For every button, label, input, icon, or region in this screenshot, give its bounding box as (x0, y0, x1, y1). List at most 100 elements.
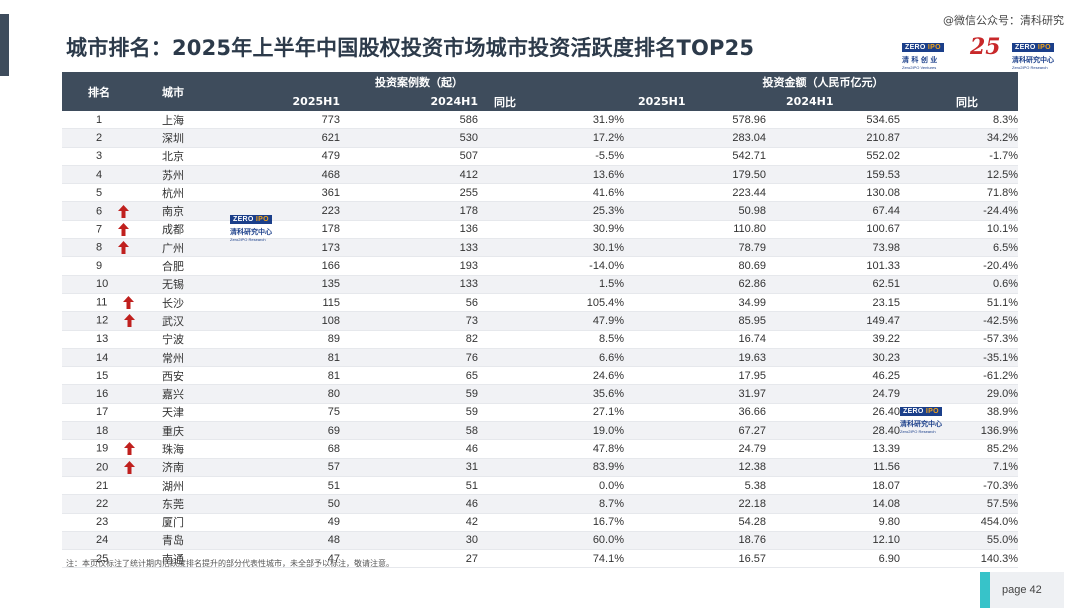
amount-2025h1-cell: 5.38 (628, 476, 767, 496)
cases-2025h1-text: 223 (321, 205, 340, 218)
amount-2025h1-cell: 62.86 (628, 275, 767, 294)
rank-text: 14 (96, 351, 109, 364)
cases-yoy-cell: 35.6% (484, 384, 629, 404)
logo-research-en: Zero2IPO Research (1012, 65, 1048, 70)
cases-yoy-cell: 47.8% (484, 439, 629, 459)
city-text: 常州 (162, 351, 184, 365)
amount-2025h1-cell: 78.79 (628, 238, 767, 258)
cases-2025h1-cell: 81 (210, 348, 346, 368)
watermark: @微信公众号：清科研究 (943, 14, 1064, 27)
cases-2024h1-text: 73 (465, 314, 478, 327)
cases-2024h1-text: 59 (465, 388, 478, 401)
amount-2025h1-text: 31.97 (738, 388, 767, 401)
cases-2024h1-cell: 42 (346, 513, 484, 532)
footnote: 注：本页仅标注了统计期内活跃度排名提升的部分代表性城市，未全部予以标注，敬请注意… (66, 559, 394, 568)
rank-text: 19 (96, 442, 109, 455)
amount-yoy-text: 136.9% (980, 424, 1019, 437)
amount-yoy-text: 10.1% (986, 223, 1019, 236)
cases-2024h1-text: 530 (459, 131, 478, 144)
rank-up-arrow-icon (118, 241, 130, 255)
city-cell: 济南 (136, 458, 210, 477)
city-cell: 南通 (136, 549, 210, 569)
amount-2025h1-text: 542.71 (732, 150, 767, 163)
amount-yoy-text: -1.7% (989, 150, 1019, 163)
logo-research-en: Zero2IPO Research (900, 429, 936, 434)
cases-2025h1-cell: 468 (210, 165, 346, 185)
amount-2024h1-cell: 13.39 (766, 439, 905, 459)
city-cell: 宁波 (136, 330, 210, 349)
rank-cell: 12 (62, 311, 136, 331)
amount-yoy-cell: 6.5% (904, 238, 1019, 258)
city-cell: 北京 (136, 147, 210, 166)
logo-zero-text: ZERO (233, 216, 254, 223)
rank-text: 9 (96, 260, 103, 273)
amount-yoy-text: 55.0% (986, 534, 1019, 547)
rank-text: 10 (96, 278, 109, 291)
amount-yoy-text: 71.8% (986, 186, 1019, 199)
header-cases-2024h1: 2024H1 (346, 92, 484, 111)
city-text: 嘉兴 (162, 388, 184, 402)
cases-2024h1-cell: 133 (346, 275, 484, 294)
cases-2025h1-text: 621 (321, 131, 340, 144)
cases-2025h1-cell: 173 (210, 238, 346, 258)
rank-text: 22 (96, 497, 109, 510)
cases-2024h1-text: 193 (459, 260, 478, 273)
rank-cell: 17 (62, 403, 136, 423)
city-cell: 青岛 (136, 531, 210, 551)
amount-2025h1-cell: 16.57 (628, 549, 767, 569)
cases-2025h1-cell: 48 (210, 531, 346, 551)
cases-yoy-cell: 27.1% (484, 403, 629, 423)
rank-cell: 10 (62, 275, 136, 294)
table-row: 8 广州 173 133 30.1% 78.79 73.98 6.5% (62, 238, 1019, 258)
amount-2024h1-text: 130.08 (866, 186, 901, 199)
rank-text: 4 (96, 168, 103, 181)
cases-2025h1-cell: 479 (210, 147, 346, 166)
amount-2025h1-cell: 31.97 (628, 384, 767, 404)
rank-text: 13 (96, 333, 109, 346)
cases-2025h1-text: 51 (327, 479, 340, 492)
cases-2025h1-text: 178 (321, 223, 340, 236)
amount-yoy-cell: 10.1% (904, 220, 1019, 240)
amount-yoy-text: -57.3% (983, 333, 1019, 346)
header-amount-yoy: 同比 (904, 92, 1019, 111)
cases-2025h1-cell: 81 (210, 366, 346, 386)
amount-2024h1-text: 26.40 (872, 406, 901, 419)
amount-yoy-text: -20.4% (983, 260, 1019, 273)
cases-2024h1-cell: 59 (346, 384, 484, 404)
table-row: 20 济南 57 31 83.9% 12.38 11.56 7.1% (62, 458, 1019, 477)
cases-2024h1-text: 133 (459, 241, 478, 254)
amount-2024h1-cell: 62.51 (766, 275, 905, 294)
city-text: 上海 (162, 113, 184, 127)
amount-2025h1-text: 18.76 (738, 534, 767, 547)
cases-yoy-text: 8.5% (598, 333, 625, 346)
city-cell: 武汉 (136, 311, 210, 331)
header-amount-2024h1: 2024H1 (766, 92, 905, 111)
amount-yoy-text: 6.5% (992, 241, 1019, 254)
amount-2025h1-text: 578.96 (732, 113, 767, 126)
city-text: 济南 (162, 461, 184, 475)
amount-2024h1-text: 149.47 (866, 314, 901, 327)
cases-2025h1-text: 108 (321, 314, 340, 327)
cases-yoy-cell: 83.9% (484, 458, 629, 477)
cases-2025h1-text: 57 (327, 461, 340, 474)
amount-2024h1-cell: 9.80 (766, 513, 905, 532)
amount-yoy-text: 57.5% (986, 497, 1019, 510)
table-row: 6 南京 223 178 25.3% 50.98 67.44 -24.4% (62, 201, 1019, 221)
cases-yoy-cell: 30.9% (484, 220, 629, 240)
amount-2024h1-text: 6.90 (878, 552, 901, 565)
logo-research-en: Zero2IPO Research (230, 237, 266, 242)
amount-yoy-cell: 136.9% (904, 421, 1019, 441)
cases-yoy-text: 17.2% (592, 131, 625, 144)
cases-2024h1-cell: 73 (346, 311, 484, 331)
city-text: 南京 (162, 205, 184, 219)
cases-yoy-text: 74.1% (592, 552, 625, 565)
page-accent-bar (980, 572, 990, 608)
cases-2025h1-text: 135 (321, 278, 340, 291)
rank-cell: 7 (62, 220, 136, 240)
zero2ipo-mark: ZERO IPO (902, 43, 944, 52)
logo-zero-text: ZERO (905, 44, 926, 51)
amount-2025h1-cell: 85.95 (628, 311, 767, 331)
amount-2024h1-text: 11.56 (873, 461, 901, 474)
rank-text: 25 (96, 552, 109, 565)
amount-2025h1-cell: 19.63 (628, 348, 767, 368)
